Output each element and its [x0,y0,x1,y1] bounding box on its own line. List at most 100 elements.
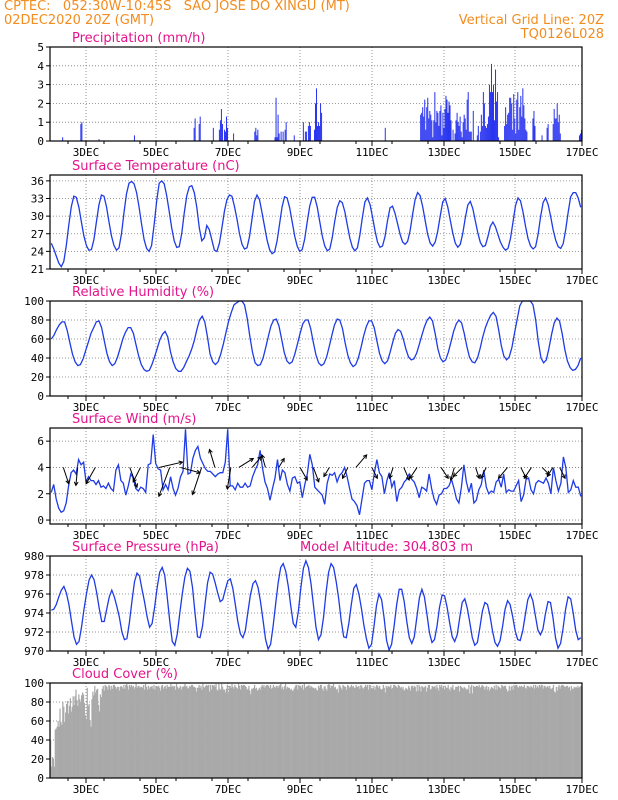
cloud-bar [81,695,83,778]
precip-bar [426,107,428,141]
precip-bar [578,135,580,141]
precip-bar [304,131,306,141]
panel1-xtick-label: 3DEC [73,146,100,159]
cloud-bar [89,720,91,778]
cloud-bar [74,696,76,778]
cloud-bar [230,687,232,778]
wind-arrow [546,467,554,477]
cloud-bar [270,688,273,778]
cloud-bar [211,684,213,778]
precip-bar [547,124,549,141]
cloud-bar [474,686,477,778]
wind-arrow-head [362,454,368,459]
wind-arrow [238,458,254,468]
cloud-bar [444,685,447,778]
precip-bar [435,122,437,141]
precip-bar [452,129,454,141]
cloud-bar [373,685,375,778]
cloud-bar [458,691,461,778]
precip-bar [556,103,558,141]
cloud-bar [461,687,463,778]
cloud-bar [425,685,427,778]
cloud-bar [410,685,413,778]
panel3-xtick-label: 11DEC [355,401,388,414]
cloud-bar [183,685,185,778]
cloud-bar [65,703,68,778]
cloud-bar [283,689,285,778]
panel3-ytick-label: 20 [31,371,44,384]
panel3-xtick-label: 3DEC [73,401,100,414]
cloud-bar [161,684,164,778]
wind-arrow [403,467,410,481]
cloud-bar [200,685,202,778]
panel5-xtick-label: 9DEC [287,656,314,669]
cloud-bar [116,686,118,778]
panel6-ytick-label: 40 [31,734,44,747]
cloud-bar [250,694,252,778]
cloud-bar [497,685,499,778]
cloud-bar [232,686,234,778]
cloud-bar [332,683,335,778]
cloud-bar [326,690,328,778]
cloud-bar [300,687,303,778]
cloud-bar [561,684,563,778]
precip-bar [434,92,436,141]
cloud-bar [196,687,198,778]
panel6-ytick-label: 60 [31,715,44,728]
cloud-bar [310,685,312,778]
cloud-bar [402,686,404,778]
wind-arrow-head [409,474,414,480]
precip-bar [256,135,258,141]
cloud-bar [370,687,372,778]
precip-bar [308,122,310,141]
precip-bar [504,125,506,141]
panel4-xtick-label: 9DEC [287,529,314,542]
cloud-bar [62,702,64,778]
wind-arrow [251,456,262,468]
cloud-bar [560,685,562,778]
cloud-bar [422,686,424,778]
precip-bar [278,133,280,141]
cloud-bar [144,683,147,778]
cloud-bar [405,687,407,778]
wind-arrow [299,467,308,481]
cloud-bar [415,691,417,778]
cloud-bar [281,688,283,778]
cloud-bar [68,705,71,778]
cloud-bar [471,684,473,778]
cloud-bar [247,688,249,778]
cloud-bar [99,694,102,778]
wind-arrow [475,467,480,479]
cloud-bar [83,702,86,778]
cloud-bar [495,684,497,778]
cloud-bar [146,689,149,778]
panel6-xtick-label: 15DEC [498,783,531,796]
cloud-bar [418,684,420,778]
cloud-bar [333,687,336,778]
panel5-ytick-label: 970 [24,645,44,658]
cloud-bar [374,689,376,778]
precip-bar [458,125,460,141]
cloud-bar [184,683,186,778]
cloud-bar [53,766,55,778]
cloud-bar [416,684,418,778]
cloud-bar [525,688,527,778]
cloud-bar [534,688,536,778]
cloud-bar [179,685,181,778]
precip-bar [462,122,464,141]
cloud-bar [93,695,95,778]
panel5-subtitle: Model Altitude: 304.803 m [300,540,473,555]
panel2-ytick-label: 27 [31,228,44,241]
cloud-bar [500,688,502,778]
cloud-bar [198,684,200,778]
panel5-xtick-label: 13DEC [427,656,460,669]
cloud-bar [289,689,291,778]
panel6-title: Cloud Cover (%) [72,667,178,682]
cloud-bar [245,686,247,778]
cloud-bar [336,688,338,778]
precip-bar [464,118,466,141]
cloud-bar [572,688,574,778]
cloud-bar [123,684,125,778]
cloud-bar [229,685,231,778]
precip-bar [476,135,478,141]
